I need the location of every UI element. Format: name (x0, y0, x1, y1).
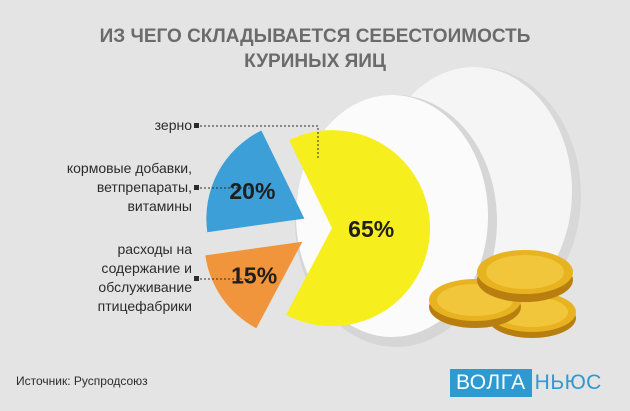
slice-label-grain: зерно (155, 116, 192, 135)
coins-illustration (429, 250, 576, 338)
slice-label-line: ветпрепараты, (96, 179, 192, 195)
brand-logo: ВОЛГА НЬЮС (450, 368, 602, 398)
leader-dot-additives (194, 185, 199, 190)
slice-label-additives: кормовые добавки, ветпрепараты, витамины (67, 159, 192, 216)
pie-value-label-maintenance: 20% (229, 178, 275, 204)
slice-label-line: витамины (127, 198, 192, 214)
slice-label-maintenance: расходы на содержание и обслуживание пти… (98, 240, 192, 316)
title-line-1: ИЗ ЧЕГО СКЛАДЫВАЕТСЯ СЕБЕСТОИМОСТЬ (99, 26, 531, 47)
leader-lines (200, 125, 319, 280)
leader-dot-maintenance (194, 276, 199, 281)
pie-slice-maintenance (206, 130, 305, 233)
slice-label-line: содержание и (101, 260, 192, 276)
title-line-2: КУРИНЫХ ЯИЦ (244, 51, 386, 72)
logo-rest-text: НЬЮС (534, 371, 602, 394)
pie-slice-grain (285, 130, 430, 327)
logo-box-text: ВОЛГА (450, 369, 532, 397)
pie-value-label-additives: 15% (231, 262, 277, 288)
slice-label-line: птицефабрики (97, 298, 192, 314)
leader-line-grain (200, 125, 319, 160)
leader-dot-grain (194, 123, 199, 128)
leader-dots (194, 123, 199, 281)
page-title: ИЗ ЧЕГО СКЛАДЫВАЕТСЯ СЕБЕСТОИМОСТЬ КУРИН… (0, 24, 630, 74)
slice-label-line: зерно (154, 117, 192, 133)
slice-label-line: расходы на (117, 241, 192, 257)
slice-label-line: обслуживание (98, 279, 192, 295)
slice-label-line: кормовые добавки, (66, 160, 192, 176)
pie-slice-additives (205, 241, 303, 329)
pie-value-label-grain: 65% (348, 216, 394, 242)
source-note: Источник: Руспродсоюз (16, 374, 148, 388)
pie-chart: 65% 15% 20% (205, 130, 430, 329)
